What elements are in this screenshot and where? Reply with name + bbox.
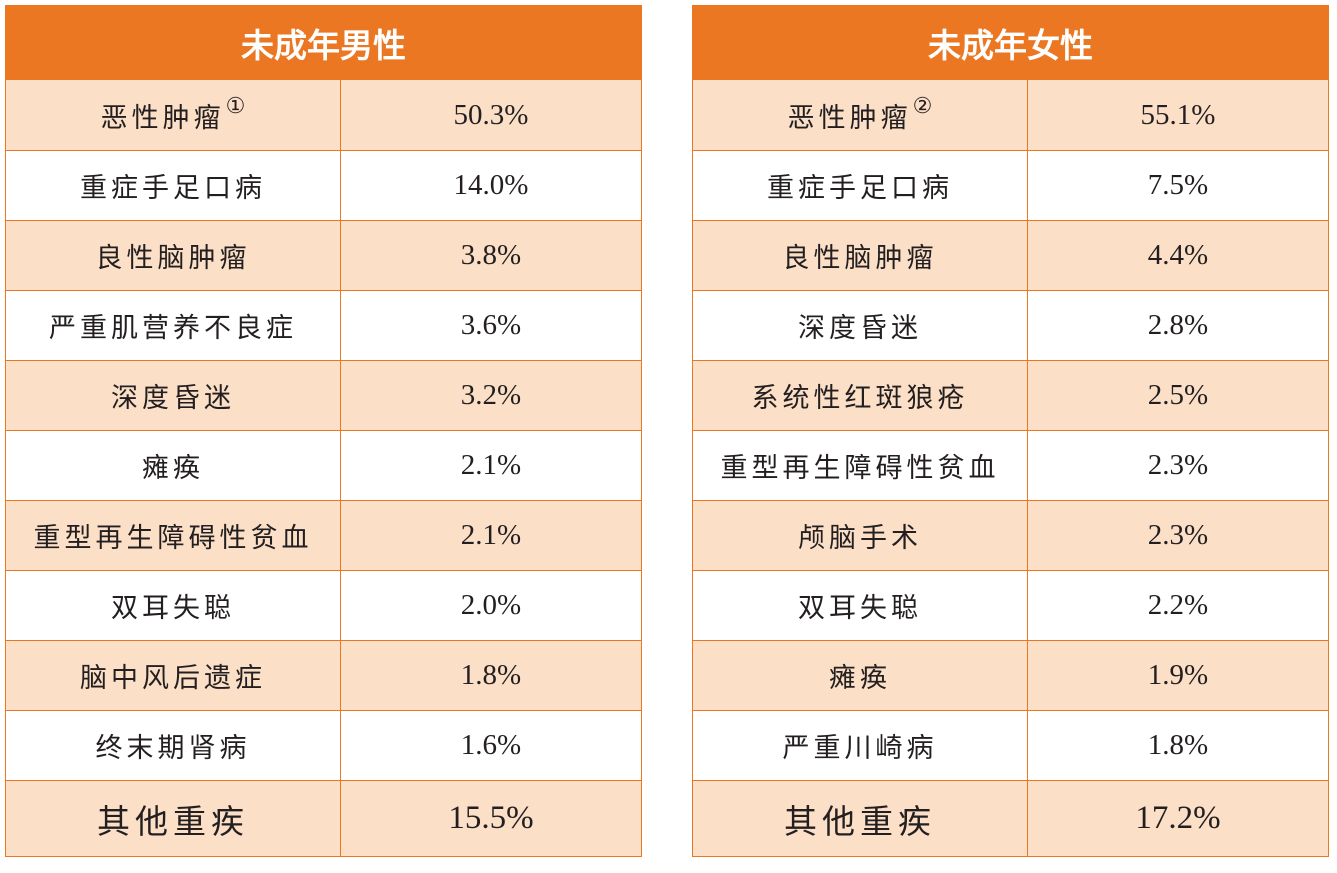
table-row: 严重川崎病 1.8% — [693, 710, 1328, 780]
percentage-value: 3.6% — [460, 309, 522, 341]
percentage-value: 4.4% — [1147, 239, 1209, 271]
disease-name: 良性脑肿瘤 — [782, 243, 938, 274]
table-row: 良性脑肿瘤 4.4% — [693, 220, 1328, 290]
disease-name: 恶性肿瘤 — [787, 102, 912, 134]
disease-name-cell: 瘫痪 — [693, 641, 1028, 710]
footnote-marker: ② — [912, 93, 933, 119]
disease-name-cell: 系统性红斑狼疮 — [693, 361, 1028, 430]
table-row: 严重肌营养不良症 3.6% — [6, 290, 641, 360]
disease-name-cell: 良性脑肿瘤 — [693, 221, 1028, 290]
percentage-value: 3.2% — [460, 379, 522, 411]
disease-name-cell: 终末期肾病 — [6, 711, 341, 780]
percentage-value: 2.8% — [1147, 309, 1209, 341]
table-row: 其他重疾 15.5% — [6, 780, 641, 856]
percentage-value: 1.9% — [1147, 659, 1209, 691]
disease-name-cell: 其他重疾 — [6, 781, 341, 856]
disease-name: 严重川崎病 — [782, 733, 938, 764]
table-row: 颅脑手术 2.3% — [693, 500, 1328, 570]
footnote-marker: ① — [225, 93, 246, 119]
disease-name-cell: 重症手足口病 — [6, 151, 341, 220]
table-row: 重症手足口病 14.0% — [6, 150, 641, 220]
disease-name-cell: 颅脑手术 — [693, 501, 1028, 570]
table-row: 重型再生障碍性贫血 2.1% — [6, 500, 641, 570]
table-row: 恶性肿瘤 ② 55.1% — [693, 80, 1328, 150]
percentage-value: 1.6% — [460, 729, 522, 761]
table-row: 终末期肾病 1.6% — [6, 710, 641, 780]
disease-name: 其他重疾 — [97, 801, 249, 841]
percentage-value: 2.3% — [1147, 519, 1209, 551]
table-row: 良性脑肿瘤 3.8% — [6, 220, 641, 290]
disease-name: 瘫痪 — [829, 663, 891, 694]
percentage-value: 15.5% — [448, 800, 534, 836]
disease-name: 重症手足口病 — [80, 173, 266, 204]
disease-name-cell: 恶性肿瘤 ① — [6, 80, 341, 150]
table-row: 脑中风后遗症 1.8% — [6, 640, 641, 710]
percentage-value: 50.3% — [453, 98, 529, 131]
male-table-header: 未成年男性 — [5, 5, 642, 80]
disease-name: 瘫痪 — [142, 453, 204, 484]
percentage-value: 2.2% — [1147, 589, 1209, 621]
disease-name: 其他重疾 — [784, 801, 936, 841]
table-row: 重型再生障碍性贫血 2.3% — [693, 430, 1328, 500]
disease-name-cell: 双耳失聪 — [693, 571, 1028, 640]
table-row: 双耳失聪 2.0% — [6, 570, 641, 640]
disease-name: 系统性红斑狼疮 — [751, 383, 969, 414]
disease-name: 终末期肾病 — [95, 733, 251, 764]
disease-name: 双耳失聪 — [798, 593, 922, 624]
percentage-value: 2.0% — [460, 589, 522, 621]
disease-name: 深度昏迷 — [798, 313, 922, 344]
female-table-body: 恶性肿瘤 ② 55.1% 重症手足口病 7.5% 良性脑肿瘤 4.4% 深度昏迷 2.8% 系统性… — [692, 80, 1329, 857]
disease-name-cell: 重型再生障碍性贫血 — [6, 501, 341, 570]
disease-name-cell: 严重川崎病 — [693, 711, 1028, 780]
percentage-value: 7.5% — [1147, 169, 1209, 201]
disease-name-cell: 其他重疾 — [693, 781, 1028, 856]
disease-name: 重症手足口病 — [767, 173, 953, 204]
table-row: 其他重疾 17.2% — [693, 780, 1328, 856]
percentage-value: 55.1% — [1140, 98, 1216, 131]
table-row: 系统性红斑狼疮 2.5% — [693, 360, 1328, 430]
percentage-value: 2.3% — [1147, 449, 1209, 481]
disease-name-cell: 重型再生障碍性贫血 — [693, 431, 1028, 500]
disease-name-cell: 瘫痪 — [6, 431, 341, 500]
percentage-value: 14.0% — [453, 169, 529, 201]
table-row: 重症手足口病 7.5% — [693, 150, 1328, 220]
percentage-value: 3.8% — [460, 239, 522, 271]
table-row: 深度昏迷 2.8% — [693, 290, 1328, 360]
disease-name: 严重肌营养不良症 — [49, 313, 297, 344]
disease-name: 良性脑肿瘤 — [95, 243, 251, 274]
table-row: 瘫痪 1.9% — [693, 640, 1328, 710]
percentage-value: 2.5% — [1147, 379, 1209, 411]
disease-name-cell: 双耳失聪 — [6, 571, 341, 640]
table-row: 恶性肿瘤 ① 50.3% — [6, 80, 641, 150]
disease-name-cell: 重症手足口病 — [693, 151, 1028, 220]
table-row: 瘫痪 2.1% — [6, 430, 641, 500]
percentage-value: 2.1% — [460, 519, 522, 551]
table-row: 双耳失聪 2.2% — [693, 570, 1328, 640]
disease-name-cell: 良性脑肿瘤 — [6, 221, 341, 290]
disease-name-cell: 严重肌营养不良症 — [6, 291, 341, 360]
disease-name: 重型再生障碍性贫血 — [33, 523, 313, 554]
disease-name: 颅脑手术 — [798, 523, 922, 554]
male-table-body: 恶性肿瘤 ① 50.3% 重症手足口病 14.0% 良性脑肿瘤 3.8% 严重肌营养不良症 3.… — [5, 80, 642, 857]
disease-name: 双耳失聪 — [111, 593, 235, 624]
percentage-value: 1.8% — [1147, 729, 1209, 761]
disease-name-cell: 深度昏迷 — [693, 291, 1028, 360]
disease-name-cell: 恶性肿瘤 ② — [693, 80, 1028, 150]
disease-name: 恶性肿瘤 — [100, 102, 225, 134]
percentage-value: 2.1% — [460, 449, 522, 481]
female-disease-table: 未成年女性 恶性肿瘤 ② 55.1% 重症手足口病 7.5% 良性脑肿瘤 4.4% 深度昏迷 2… — [692, 5, 1329, 857]
table-row: 深度昏迷 3.2% — [6, 360, 641, 430]
disease-name-cell: 深度昏迷 — [6, 361, 341, 430]
disease-name-cell: 脑中风后遗症 — [6, 641, 341, 710]
male-disease-table: 未成年男性 恶性肿瘤 ① 50.3% 重症手足口病 14.0% 良性脑肿瘤 3.8% 严重肌营… — [5, 5, 642, 857]
disease-name: 脑中风后遗症 — [80, 663, 266, 694]
percentage-value: 1.8% — [460, 659, 522, 691]
female-table-header: 未成年女性 — [692, 5, 1329, 80]
percentage-value: 17.2% — [1135, 800, 1221, 836]
disease-name: 深度昏迷 — [111, 383, 235, 414]
disease-name: 重型再生障碍性贫血 — [720, 453, 1000, 484]
